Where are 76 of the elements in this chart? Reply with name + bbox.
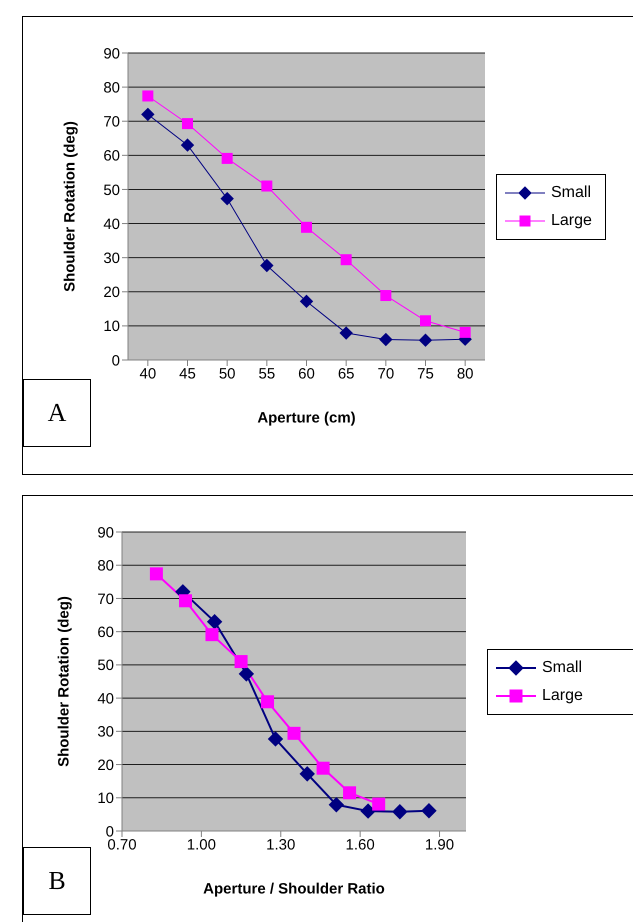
point <box>179 594 192 608</box>
point <box>343 786 356 800</box>
point <box>234 655 248 668</box>
point <box>316 762 330 775</box>
y-tick-label: 0 <box>112 352 120 370</box>
x-tick-label: 1.90 <box>424 836 454 854</box>
point <box>142 90 154 102</box>
x-axis-title: Aperture (cm) <box>257 410 356 427</box>
legend-label: Large <box>542 687 583 705</box>
x-tick-label: 45 <box>179 366 196 383</box>
point <box>380 290 392 302</box>
point <box>141 108 154 121</box>
x-tick-label: 40 <box>139 366 156 383</box>
x-tick-label: 60 <box>298 366 315 383</box>
y-tick-label: 80 <box>103 79 120 96</box>
y-tick-label: 60 <box>97 624 114 641</box>
y-tick-label: 20 <box>97 756 114 774</box>
x-tick-label: 1.00 <box>186 836 216 854</box>
point <box>182 118 193 130</box>
x-tick-label: 1.30 <box>266 836 296 854</box>
point <box>340 254 352 266</box>
point <box>207 614 222 630</box>
point <box>328 797 344 812</box>
point <box>460 326 471 338</box>
y-tick-label: 40 <box>103 216 120 233</box>
point <box>220 192 234 206</box>
x-tick-label: 1.60 <box>346 836 375 854</box>
y-tick-label: 70 <box>103 114 120 131</box>
point <box>288 726 300 740</box>
y-tick-label: 50 <box>97 657 114 674</box>
legend-label: Large <box>551 212 592 230</box>
y-tick-label: 30 <box>103 250 120 267</box>
point <box>340 326 353 340</box>
point <box>205 628 218 642</box>
point <box>260 259 274 272</box>
y-tick-label: 30 <box>97 724 114 741</box>
x-tick-label: 65 <box>338 366 355 383</box>
point <box>421 803 436 818</box>
point <box>301 222 312 233</box>
y-tick-label: 10 <box>103 318 120 336</box>
point <box>268 731 283 746</box>
point <box>300 766 315 782</box>
x-tick-label: 75 <box>417 366 434 383</box>
point <box>222 152 233 164</box>
y-tick-label: 90 <box>97 524 114 542</box>
y-tick-label: 70 <box>97 590 114 608</box>
y-tick-label: 50 <box>103 182 120 199</box>
y-tick-label: 10 <box>97 790 114 808</box>
y-axis-title: Shoulder Rotation (deg) <box>55 596 72 767</box>
y-tick-label: 20 <box>103 284 120 302</box>
x-tick-label: 50 <box>218 366 236 383</box>
point <box>261 180 272 192</box>
point <box>150 567 163 580</box>
y-axis-title: Shoulder Rotation (deg) <box>61 121 78 292</box>
y-tick-label: 40 <box>97 690 114 708</box>
x-tick-label: 55 <box>258 366 276 383</box>
point <box>392 804 408 820</box>
point <box>372 798 386 811</box>
point <box>360 804 376 819</box>
x-axis-title: Aperture / Shoulder Ratio <box>203 880 385 898</box>
x-tick-label: 80 <box>456 366 474 383</box>
point <box>300 294 313 308</box>
legend-label: Small <box>551 184 592 202</box>
y-tick-label: 60 <box>103 148 120 165</box>
x-tick-label: 70 <box>377 366 394 383</box>
point <box>238 666 254 682</box>
legend-label: Small <box>542 659 582 677</box>
point <box>181 138 194 152</box>
point <box>379 333 392 346</box>
y-tick-label: 90 <box>103 45 120 62</box>
point <box>420 315 431 326</box>
text: A <box>23 379 91 447</box>
y-tick-label: 80 <box>97 558 114 575</box>
point <box>261 695 274 708</box>
point <box>419 334 432 347</box>
text: B <box>23 847 91 915</box>
